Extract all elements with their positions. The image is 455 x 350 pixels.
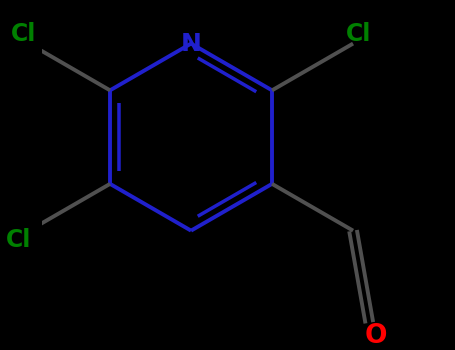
Text: Cl: Cl [11,22,36,47]
Text: Cl: Cl [6,228,31,252]
Text: N: N [181,32,202,56]
Text: O: O [364,323,387,349]
Text: Cl: Cl [345,22,371,47]
